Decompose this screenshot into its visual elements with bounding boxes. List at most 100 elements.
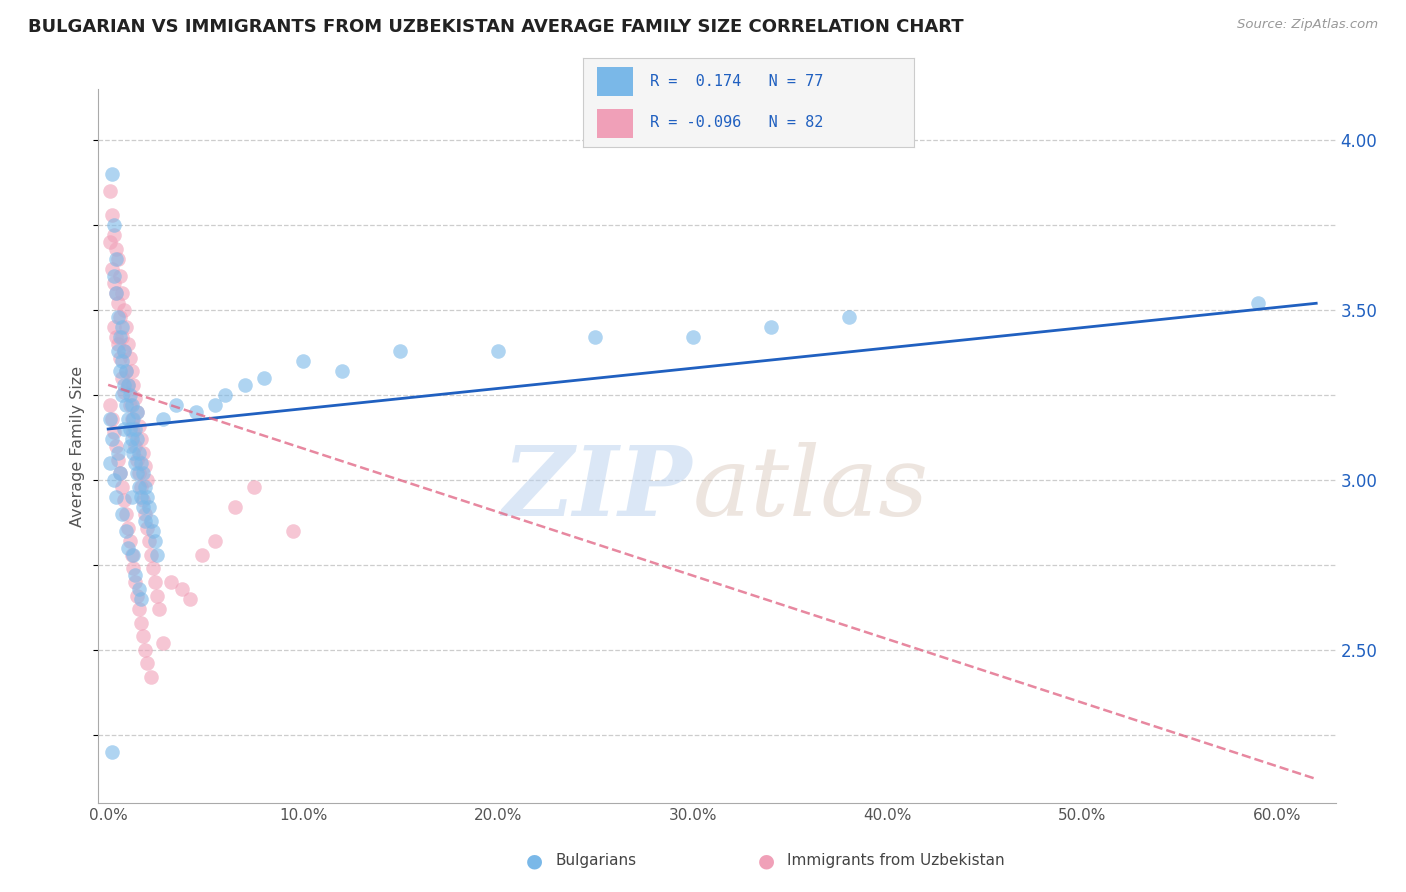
Point [117,377,139,392]
Point [117,337,139,351]
Point [146,548,169,562]
Point [143,534,166,549]
Point [98,184,121,198]
Point [117,541,139,555]
Text: Bulgarians: Bulgarians [555,854,637,868]
Point [112,303,135,318]
Point [152,636,174,650]
Point [184,405,207,419]
Point [142,561,165,575]
Point [118,534,141,549]
Text: ●: ● [758,851,775,871]
Point [101,262,124,277]
Point [132,446,155,460]
Point [108,351,131,365]
Point [204,534,226,549]
Point [253,371,276,385]
Point [104,286,127,301]
Point [233,377,256,392]
Point [111,371,134,385]
Text: atlas: atlas [692,442,928,536]
Point [134,480,156,494]
Point [103,425,125,440]
Point [132,466,155,480]
Point [128,480,150,494]
Point [243,480,266,494]
Point [204,398,226,412]
Point [129,480,152,494]
Point [128,418,150,433]
Point [107,446,129,460]
Point [118,439,141,453]
Point [108,364,131,378]
Point [129,432,152,446]
Point [101,208,124,222]
Point [104,242,127,256]
Point [128,582,150,596]
Point [112,377,135,392]
Point [118,388,141,402]
Point [103,276,125,290]
Point [114,507,136,521]
Text: ●: ● [526,851,543,871]
Point [112,343,135,358]
Point [134,643,156,657]
Point [118,422,141,436]
Point [128,446,150,460]
Y-axis label: Average Family Size: Average Family Size [70,366,86,526]
Point [132,500,155,515]
Point [112,343,135,358]
Point [112,422,135,436]
Point [136,657,159,671]
Point [104,286,127,301]
Point [114,524,136,538]
Point [107,296,129,310]
Point [128,466,150,480]
Point [127,452,149,467]
Point [165,398,187,412]
FancyBboxPatch shape [596,67,633,96]
Point [108,310,131,324]
Point [128,602,150,616]
Point [172,582,194,596]
Point [118,351,141,365]
Point [136,490,159,504]
Point [146,589,169,603]
Point [103,320,125,334]
Point [112,493,135,508]
Point [111,507,134,521]
Point [104,439,127,453]
Point [108,466,131,480]
Point [121,548,143,562]
Point [127,466,149,480]
Text: Immigrants from Uzbekistan: Immigrants from Uzbekistan [787,854,1005,868]
Point [104,490,127,504]
Point [98,456,121,470]
Point [121,490,143,504]
Point [132,629,155,643]
Point [283,524,305,538]
Point [103,269,125,284]
Point [122,377,145,392]
Point [330,364,353,378]
Point [121,412,143,426]
Point [190,548,212,562]
Point [118,398,141,412]
Point [112,384,135,399]
Point [103,228,125,243]
Text: Source: ZipAtlas.com: Source: ZipAtlas.com [1237,18,1378,31]
Point [107,452,129,467]
Point [107,310,129,324]
Point [139,670,162,684]
Text: R =  0.174   N = 77: R = 0.174 N = 77 [650,74,823,89]
Point [121,364,143,378]
Point [103,473,125,487]
Point [138,534,160,549]
Point [1247,296,1270,310]
Point [111,320,134,334]
Point [179,591,201,606]
FancyBboxPatch shape [596,109,633,138]
Point [124,568,146,582]
Point [139,548,162,562]
Point [127,432,149,446]
